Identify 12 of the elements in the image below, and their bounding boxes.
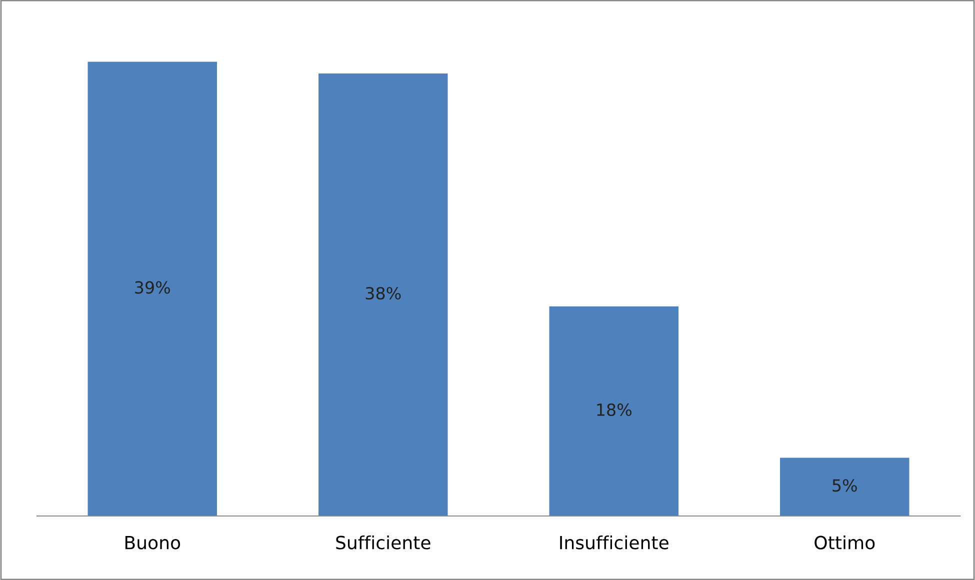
- data-label: 39%: [135, 281, 170, 294]
- bar: [318, 73, 448, 516]
- data-label: 5%: [832, 479, 857, 492]
- x-tick-label: Buono: [125, 536, 180, 550]
- bar: [88, 62, 217, 516]
- data-label: 38%: [366, 286, 401, 300]
- bar: [780, 458, 910, 516]
- bar: [549, 306, 678, 516]
- x-tick-label: Sufficiente: [336, 535, 430, 550]
- x-tick-label: Ottimo: [814, 535, 875, 550]
- x-tick-label: Insufficiente: [560, 535, 668, 550]
- data-label: 18%: [597, 403, 632, 416]
